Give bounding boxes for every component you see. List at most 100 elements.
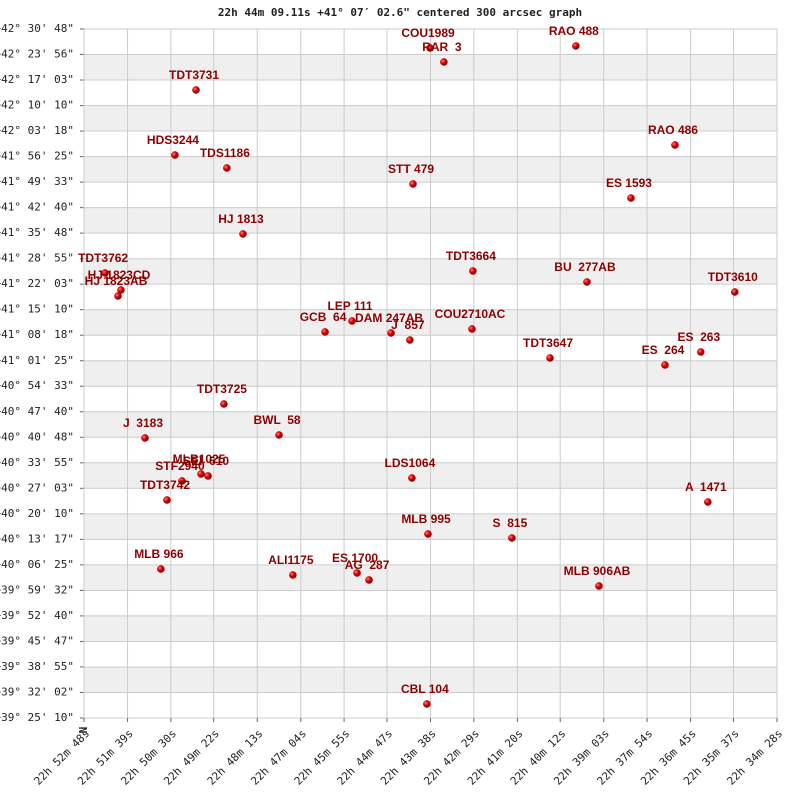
chart-title: 22h 44m 09.11s +41° 07′ 02.6" centered 3… [218, 6, 582, 19]
star-label: STF2940 [155, 459, 205, 473]
star-point [204, 472, 212, 480]
star-label: ES 1700 [332, 551, 378, 565]
star-point [409, 180, 417, 188]
star-point [423, 700, 431, 708]
star-label: RAO 488 [549, 24, 599, 38]
star-label: TDT3731 [169, 68, 219, 82]
y-tick-label: +42° 17' 03" [0, 73, 74, 86]
star-point [353, 569, 361, 577]
star-point [595, 582, 603, 590]
star-point [348, 317, 356, 325]
star-point [141, 434, 149, 442]
star-label: J 857 [391, 318, 425, 332]
star-label: TDT3664 [446, 249, 496, 263]
star-label: ES 264 [642, 343, 685, 357]
star-label: S 815 [493, 516, 528, 530]
star-point [572, 42, 580, 50]
star-point [192, 86, 200, 94]
star-label: MLB 966 [134, 547, 184, 561]
star-point [469, 267, 477, 275]
star-point [178, 477, 186, 485]
star-point [101, 269, 109, 277]
star-point [671, 141, 679, 149]
star-label: ES 263 [677, 330, 720, 344]
y-tick-label: +42° 10' 10" [0, 99, 74, 112]
star-label: BWL 58 [253, 413, 300, 427]
y-tick-label: +40° 13' 17" [0, 532, 74, 545]
star-point [321, 328, 329, 336]
star-label: MLB 995 [401, 512, 451, 526]
star-point [440, 58, 448, 66]
star-point [731, 288, 739, 296]
y-tick-label: +39° 32' 02" [0, 686, 74, 699]
star-label: HJ 1823AB [85, 274, 148, 288]
star-label: J 3183 [123, 416, 163, 430]
star-label: MLB1025 [173, 452, 226, 466]
y-tick-label: +40° 40' 48" [0, 430, 74, 443]
y-tick-label: +42° 23' 56" [0, 47, 74, 60]
y-tick-label: +41° 35' 48" [0, 226, 74, 239]
star-label: TDT3742 [140, 478, 190, 492]
star-point [114, 292, 122, 300]
star-label: LDS1064 [385, 456, 436, 470]
star-label: RAO 486 [648, 123, 698, 137]
star-label: TDS1186 [200, 146, 250, 160]
star-point [220, 400, 228, 408]
star-label: RAR 3 [422, 40, 462, 54]
star-label: COU2710AC [435, 307, 506, 321]
star-point [239, 230, 247, 238]
star-point [163, 496, 171, 504]
y-tick-label: +39° 25' 10" [0, 711, 74, 724]
y-tick-label: +42° 03' 18" [0, 124, 74, 137]
y-tick-label: +40° 47' 40" [0, 405, 74, 418]
star-point [468, 325, 476, 333]
y-tick-label: +40° 54' 33" [0, 379, 74, 392]
star-label: MLB 906AB [564, 564, 631, 578]
star-label: HJ 1813 [218, 212, 264, 226]
y-tick-label: +39° 59' 32" [0, 583, 74, 596]
y-tick-label: +41° 01' 25" [0, 354, 74, 367]
star-point [275, 431, 283, 439]
star-label: TDT3610 [708, 270, 758, 284]
star-label: TDT3762 [78, 251, 128, 265]
y-tick-label: +40° 27' 03" [0, 481, 74, 494]
y-tick-label: +41° 22' 03" [0, 277, 74, 290]
star-label: TDT3725 [197, 382, 247, 396]
compass-label: N [77, 727, 90, 734]
star-point [704, 498, 712, 506]
y-tick-label: +40° 20' 10" [0, 507, 74, 520]
y-tick-label: +39° 38' 55" [0, 660, 74, 673]
y-tick-label: +39° 52' 40" [0, 609, 74, 622]
star-label: CBL 104 [401, 682, 449, 696]
star-point [197, 470, 205, 478]
star-label: STT 479 [388, 162, 434, 176]
star-label: DAM 247AB [355, 311, 423, 325]
star-point [289, 571, 297, 579]
y-tick-label: +41° 15' 10" [0, 303, 74, 316]
star-point [157, 565, 165, 573]
star-point [365, 576, 373, 584]
star-label: A 1471 [685, 480, 727, 494]
star-label: AG 287 [345, 558, 390, 572]
star-point [387, 329, 395, 337]
star-point [697, 348, 705, 356]
star-point [627, 194, 635, 202]
star-point [426, 44, 434, 52]
star-label: HJ 1823CD [88, 268, 151, 282]
star-label: ES 1593 [606, 176, 652, 190]
y-tick-label: +41° 56' 25" [0, 150, 74, 163]
star-label: LEP 111 [327, 299, 372, 313]
star-point [406, 336, 414, 344]
star-label: HDS3244 [147, 133, 199, 147]
star-point [223, 164, 231, 172]
star-label: COU1989 [401, 26, 455, 40]
star-label: SEI 610 [183, 454, 229, 468]
y-tick-label: +41° 42' 40" [0, 201, 74, 214]
star-point [424, 530, 432, 538]
star-point [171, 151, 179, 159]
star-label: TDT3647 [523, 336, 573, 350]
y-tick-label: +41° 28' 55" [0, 252, 74, 265]
y-tick-label: +42° 30' 48" [0, 22, 74, 35]
star-label: GCB 64 [300, 310, 347, 324]
